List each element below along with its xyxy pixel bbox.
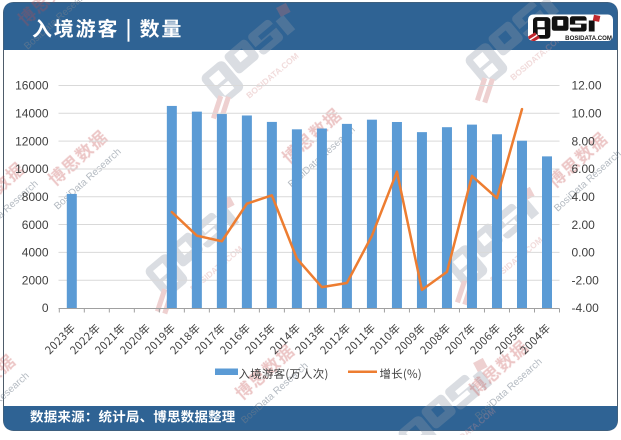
svg-text:10000: 10000 xyxy=(15,162,49,176)
svg-text:6.00: 6.00 xyxy=(572,162,596,176)
svg-text:12.00: 12.00 xyxy=(572,79,602,93)
svg-text:-2.00: -2.00 xyxy=(572,273,600,287)
svg-text:2000: 2000 xyxy=(22,273,49,287)
svg-text:4000: 4000 xyxy=(22,246,49,260)
svg-text:16000: 16000 xyxy=(15,79,49,93)
svg-text:14000: 14000 xyxy=(15,107,49,121)
svg-text:4.00: 4.00 xyxy=(572,190,596,204)
svg-text:-4.00: -4.00 xyxy=(572,301,600,315)
svg-text:0.00: 0.00 xyxy=(572,246,596,260)
svg-text:BOSIDATA.COM: BOSIDATA.COM xyxy=(565,35,612,42)
svg-text:8000: 8000 xyxy=(22,190,49,204)
svg-text:6000: 6000 xyxy=(22,218,49,232)
svg-text:10.00: 10.00 xyxy=(572,107,602,121)
svg-text:0: 0 xyxy=(42,301,49,315)
svg-text:12000: 12000 xyxy=(15,134,49,148)
svg-text:8.00: 8.00 xyxy=(572,134,596,148)
svg-text:2.00: 2.00 xyxy=(572,218,596,232)
